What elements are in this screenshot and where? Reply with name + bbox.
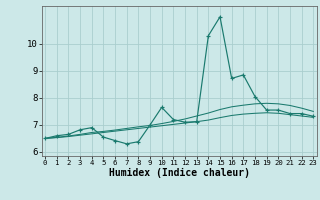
X-axis label: Humidex (Indice chaleur): Humidex (Indice chaleur) — [109, 168, 250, 178]
